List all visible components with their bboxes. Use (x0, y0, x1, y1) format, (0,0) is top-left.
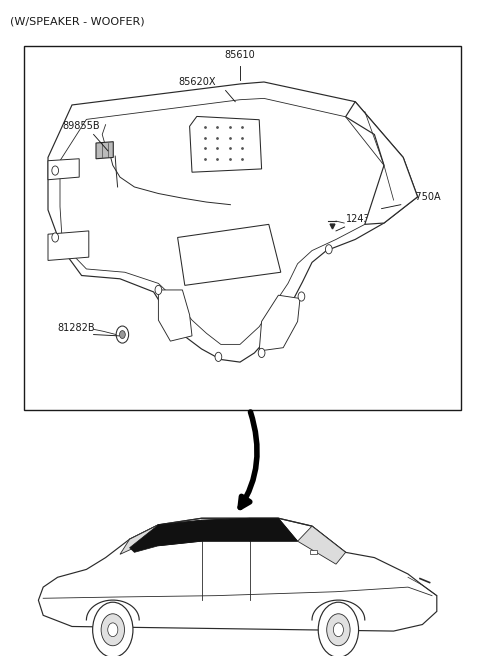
Circle shape (327, 614, 350, 646)
Polygon shape (259, 295, 300, 351)
Polygon shape (38, 518, 437, 631)
Polygon shape (178, 224, 281, 285)
Polygon shape (158, 520, 202, 546)
Circle shape (325, 245, 332, 254)
Polygon shape (250, 518, 298, 541)
Circle shape (298, 292, 305, 301)
Polygon shape (202, 518, 250, 541)
Bar (24, 46, 461, 410)
Circle shape (155, 285, 162, 295)
Circle shape (52, 233, 59, 242)
Circle shape (52, 166, 59, 175)
Circle shape (120, 331, 125, 338)
Circle shape (258, 348, 265, 358)
Circle shape (318, 602, 359, 656)
Text: 85610: 85610 (225, 51, 255, 60)
Text: 89855B: 89855B (62, 121, 100, 131)
Polygon shape (190, 116, 262, 172)
Circle shape (333, 623, 344, 636)
Text: (W/SPEAKER - WOOFER): (W/SPEAKER - WOOFER) (10, 16, 144, 26)
Text: 81282B: 81282B (58, 323, 95, 333)
Text: 92750A: 92750A (403, 192, 441, 202)
Polygon shape (298, 526, 346, 564)
Text: 85620X: 85620X (179, 77, 216, 87)
Polygon shape (48, 82, 418, 362)
Polygon shape (130, 518, 298, 552)
Polygon shape (310, 550, 317, 554)
Polygon shape (96, 142, 113, 159)
Polygon shape (346, 102, 418, 224)
Polygon shape (120, 525, 158, 554)
Circle shape (108, 623, 118, 636)
Text: 1243AB: 1243AB (346, 215, 384, 224)
Polygon shape (158, 290, 192, 341)
Circle shape (116, 326, 129, 343)
Polygon shape (48, 231, 89, 260)
Circle shape (93, 602, 133, 656)
Circle shape (101, 614, 124, 646)
Circle shape (215, 352, 222, 361)
Polygon shape (48, 159, 79, 180)
